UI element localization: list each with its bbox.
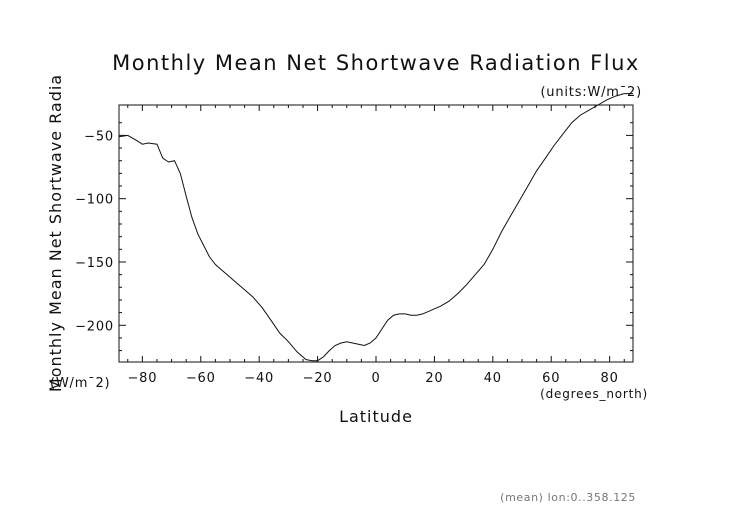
x-tick-label: 80 — [601, 371, 619, 386]
x-tick-label: 20 — [425, 371, 443, 386]
y-axis-units: (W/m¯2) — [50, 376, 110, 391]
y-tick-label: −150 — [75, 256, 114, 271]
x-tick-label: 60 — [542, 371, 560, 386]
x-axis-ticks: −80 −60 −40 −20 0 20 40 60 80 — [127, 105, 625, 386]
y-axis-label: Monthly Mean Net Shortwave Radia — [46, 74, 65, 392]
x-tick-label: −20 — [303, 371, 333, 386]
y-tick-label: −50 — [84, 129, 114, 144]
y-tick-label: −200 — [75, 319, 114, 334]
x-tick-label: −60 — [186, 371, 216, 386]
series-line — [118, 93, 633, 362]
x-axis-label: Latitude — [339, 407, 413, 426]
chart-title: Monthly Mean Net Shortwave Radiation Flu… — [112, 51, 640, 75]
y-tick-label: −100 — [75, 193, 114, 208]
x-tick-label: 40 — [484, 371, 502, 386]
y-axis-ticks: −50 −100 −150 −200 — [75, 122, 633, 352]
units-label: (units:W/m¯2) — [540, 85, 642, 100]
x-tick-label: −80 — [127, 371, 157, 386]
data-lines — [118, 93, 633, 362]
x-axis-units: (degrees_north) — [540, 387, 648, 401]
x-tick-label: −40 — [244, 371, 274, 386]
footnote: (mean) lon:0..358.125 — [500, 491, 636, 504]
x-tick-label: 0 — [371, 371, 380, 386]
